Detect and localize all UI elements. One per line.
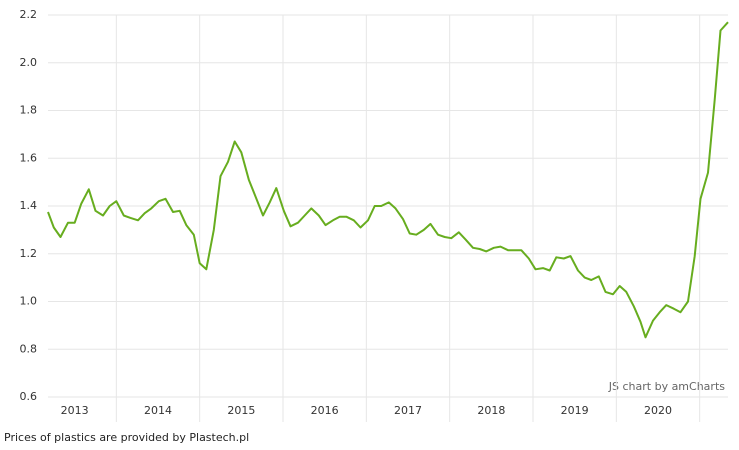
y-tick-label: 0.8 (20, 342, 38, 355)
footnote: Prices of plastics are provided by Plast… (4, 431, 249, 444)
y-tick-label: 0.6 (20, 390, 38, 403)
x-tick-label: 2020 (644, 404, 672, 417)
y-tick-label: 1.8 (20, 104, 38, 117)
x-tick-label: 2019 (561, 404, 589, 417)
x-tick-label: 2014 (144, 404, 172, 417)
y-tick-label: 1.2 (20, 247, 38, 260)
x-tick-label: 2018 (477, 404, 505, 417)
y-tick-label: 2.0 (20, 56, 38, 69)
x-tick-label: 2013 (61, 404, 89, 417)
price-line (47, 21, 729, 339)
y-tick-label: 1.0 (20, 295, 38, 308)
x-tick-label: 2017 (394, 404, 422, 417)
x-tick-label: 2015 (227, 404, 255, 417)
y-tick-label: 1.4 (20, 199, 38, 212)
y-tick-label: 1.6 (20, 151, 38, 164)
watermark: JS chart by amCharts (608, 380, 725, 393)
y-tick-label: 2.2 (20, 8, 38, 21)
x-tick-label: 2016 (311, 404, 339, 417)
